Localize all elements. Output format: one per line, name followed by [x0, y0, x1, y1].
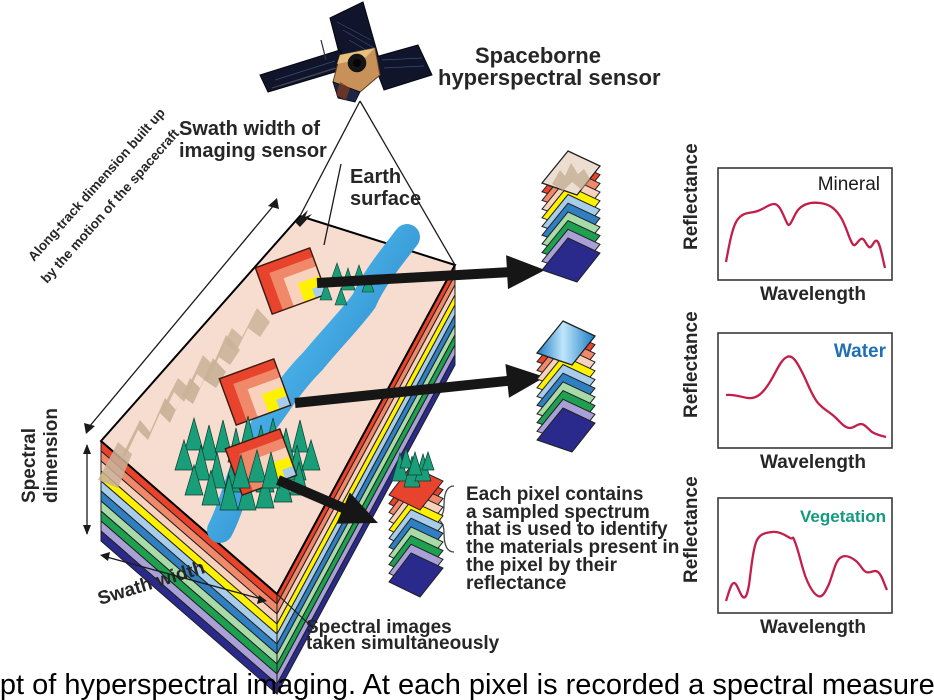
svg-text:Reflectance: Reflectance — [681, 476, 702, 583]
svg-text:taken simultaneously: taken simultaneously — [306, 633, 500, 654]
svg-text:Wavelength: Wavelength — [760, 617, 866, 638]
svg-text:Wavelength: Wavelength — [760, 452, 866, 473]
svg-text:Vegetation: Vegetation — [800, 507, 886, 526]
svg-text:Reflectance: Reflectance — [681, 311, 702, 418]
svg-text:Water: Water — [834, 341, 887, 362]
svg-text:Concept of hyperspectral imagi: Concept of hyperspectral imaging. At eac… — [0, 669, 934, 700]
svg-text:imaging sensor: imaging sensor — [179, 140, 327, 162]
svg-text:dimension: dimension — [41, 408, 62, 503]
svg-text:Wavelength: Wavelength — [760, 284, 866, 305]
svg-text:reflectance: reflectance — [466, 573, 566, 594]
svg-text:Earth: Earth — [350, 166, 401, 188]
svg-text:Swath width of: Swath width of — [179, 118, 320, 140]
svg-text:Reflectance: Reflectance — [681, 143, 702, 250]
svg-text:Mineral: Mineral — [818, 174, 880, 195]
svg-text:hyperspectral sensor: hyperspectral sensor — [438, 65, 661, 90]
svg-text:surface: surface — [350, 188, 421, 210]
svg-text:Spectral: Spectral — [19, 428, 40, 503]
